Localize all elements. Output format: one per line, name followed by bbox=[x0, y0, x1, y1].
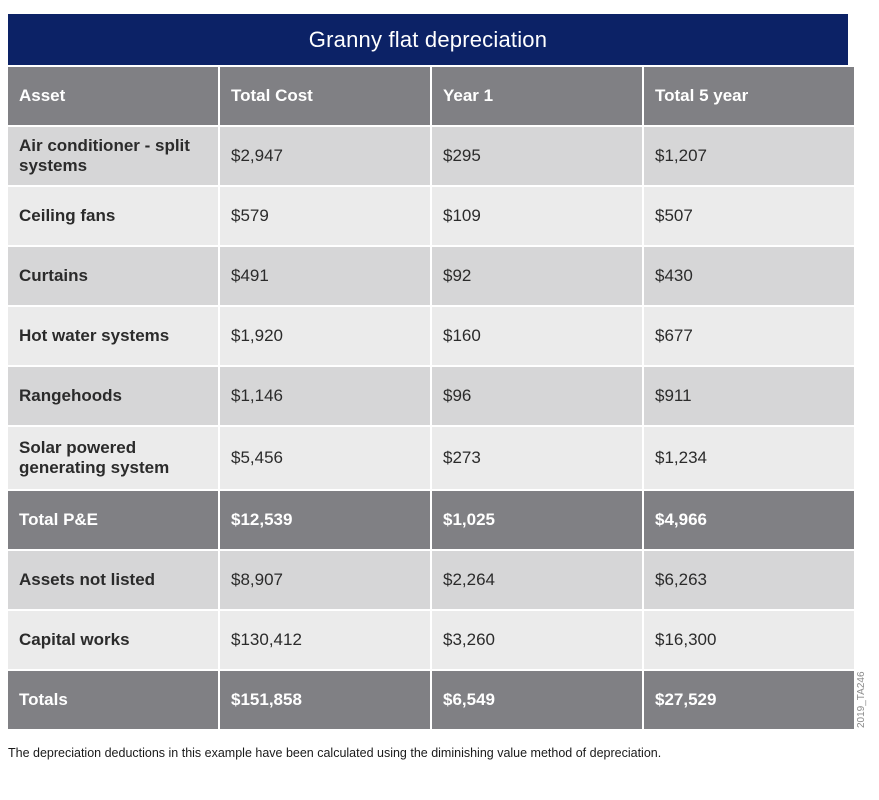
totals-total-cost: $151,858 bbox=[220, 671, 430, 729]
total-5-year-cell: $1,234 bbox=[644, 427, 854, 489]
total-cost-cell: $491 bbox=[220, 247, 430, 305]
total-cost-cell: $579 bbox=[220, 187, 430, 245]
asset-cell: Capital works bbox=[8, 611, 218, 669]
table-row: Hot water systems $1,920 $160 $677 bbox=[8, 307, 854, 365]
year-1-cell: $3,260 bbox=[432, 611, 642, 669]
totals-total-5-year: $27,529 bbox=[644, 671, 854, 729]
total-pe-total-cost: $12,539 bbox=[220, 491, 430, 549]
total-pe-row: Total P&E $12,539 $1,025 $4,966 bbox=[8, 491, 854, 549]
totals-row: Totals $151,858 $6,549 $27,529 bbox=[8, 671, 854, 729]
totals-year-1: $6,549 bbox=[432, 671, 642, 729]
total-5-year-cell: $16,300 bbox=[644, 611, 854, 669]
total-cost-cell: $8,907 bbox=[220, 551, 430, 609]
asset-cell: Solar powered generating system bbox=[8, 427, 218, 489]
total-pe-year-1: $1,025 bbox=[432, 491, 642, 549]
asset-cell: Curtains bbox=[8, 247, 218, 305]
total-5-year-cell: $6,263 bbox=[644, 551, 854, 609]
year-1-cell: $96 bbox=[432, 367, 642, 425]
total-5-year-cell: $430 bbox=[644, 247, 854, 305]
table-row: Capital works $130,412 $3,260 $16,300 bbox=[8, 611, 854, 669]
total-cost-cell: $2,947 bbox=[220, 127, 430, 185]
footnote: The depreciation deductions in this exam… bbox=[8, 746, 662, 760]
table-row: Ceiling fans $579 $109 $507 bbox=[8, 187, 854, 245]
asset-cell: Assets not listed bbox=[8, 551, 218, 609]
total-cost-cell: $1,920 bbox=[220, 307, 430, 365]
total-5-year-cell: $911 bbox=[644, 367, 854, 425]
year-1-cell: $92 bbox=[432, 247, 642, 305]
year-1-cell: $2,264 bbox=[432, 551, 642, 609]
asset-cell: Ceiling fans bbox=[8, 187, 218, 245]
table-title: Granny flat depreciation bbox=[8, 14, 848, 65]
table-row: Rangehoods $1,146 $96 $911 bbox=[8, 367, 854, 425]
depreciation-table: Asset Total Cost Year 1 Total 5 year Air… bbox=[6, 65, 856, 731]
table-row: Solar powered generating system $5,456 $… bbox=[8, 427, 854, 489]
header-year-1: Year 1 bbox=[432, 67, 642, 125]
total-pe-total-5-year: $4,966 bbox=[644, 491, 854, 549]
total-5-year-cell: $1,207 bbox=[644, 127, 854, 185]
totals-label: Totals bbox=[8, 671, 218, 729]
total-5-year-cell: $507 bbox=[644, 187, 854, 245]
asset-cell: Hot water systems bbox=[8, 307, 218, 365]
header-row: Asset Total Cost Year 1 Total 5 year bbox=[8, 67, 854, 125]
table-title-text: Granny flat depreciation bbox=[308, 26, 548, 52]
header-total-cost: Total Cost bbox=[220, 67, 430, 125]
table-row: Curtains $491 $92 $430 bbox=[8, 247, 854, 305]
total-cost-cell: $130,412 bbox=[220, 611, 430, 669]
year-1-cell: $273 bbox=[432, 427, 642, 489]
table-row: Air conditioner - split systems $2,947 $… bbox=[8, 127, 854, 185]
reference-code-text: 2019_TA246 bbox=[856, 671, 867, 728]
total-cost-cell: $5,456 bbox=[220, 427, 430, 489]
total-5-year-cell: $677 bbox=[644, 307, 854, 365]
header-asset: Asset bbox=[8, 67, 218, 125]
header-total-5-year: Total 5 year bbox=[644, 67, 854, 125]
asset-cell: Rangehoods bbox=[8, 367, 218, 425]
total-cost-cell: $1,146 bbox=[220, 367, 430, 425]
total-pe-label: Total P&E bbox=[8, 491, 218, 549]
year-1-cell: $295 bbox=[432, 127, 642, 185]
asset-cell: Air conditioner - split systems bbox=[8, 127, 218, 185]
year-1-cell: $109 bbox=[432, 187, 642, 245]
year-1-cell: $160 bbox=[432, 307, 642, 365]
table-row: Assets not listed $8,907 $2,264 $6,263 bbox=[8, 551, 854, 609]
